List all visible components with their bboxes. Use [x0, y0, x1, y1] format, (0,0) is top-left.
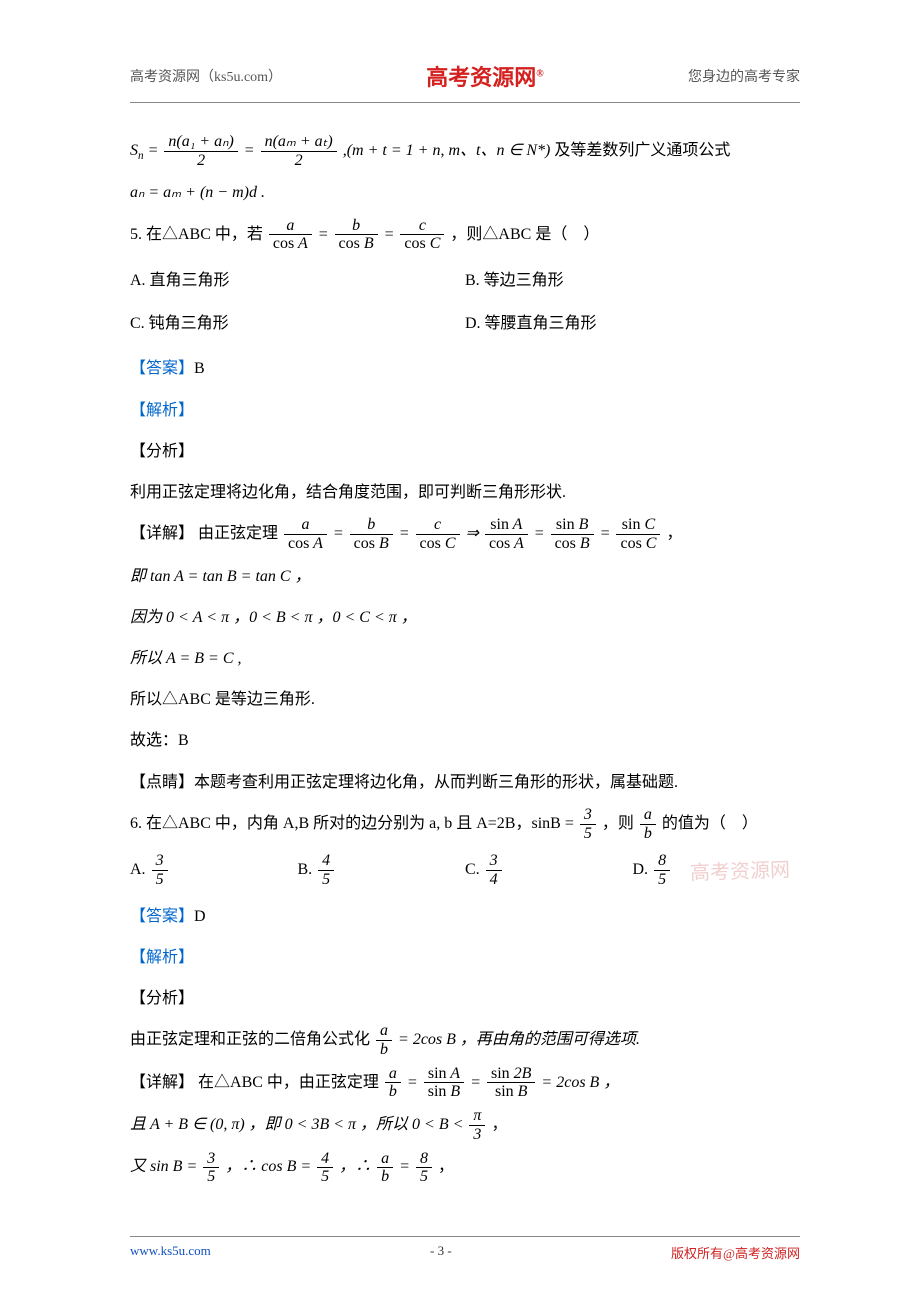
q5-answer: 【答案】B — [130, 351, 800, 386]
q5-opt-a: A. 直角三角形 — [130, 263, 465, 298]
prev-tail-1-post: 及等差数列广义通项公式 — [554, 142, 730, 159]
prev-formula-line: Sn = n(a₁ + aₙ)2 = n(aₘ + aₜ)2 ,(m + t =… — [130, 133, 800, 169]
sn-den1: 2 — [164, 152, 237, 170]
q6-opt-a: A. 35 — [130, 852, 298, 888]
footer-url: www.ks5u.com — [130, 1243, 211, 1262]
q5-step5: 所以△ABC 是等边三角形. — [130, 682, 800, 717]
q5-detail-pre: 由正弦定理 — [198, 525, 282, 542]
q5-stem: 5. 在△ABC 中，若 acos A = bcos B = ccos C ，则… — [130, 217, 800, 253]
q6-stem-post: 的值为（ ） — [662, 815, 758, 832]
sn-den2: 2 — [261, 152, 337, 170]
q6-stem-mid: ，则 — [602, 815, 638, 832]
q6-answer: 【答案】D — [130, 899, 800, 934]
q6-step2: 且 A + B ∈ (0, π) ，即 0 < 3B < π ，所以 0 < B… — [130, 1107, 800, 1143]
q6-analysis-label: 【解析】 — [130, 940, 800, 975]
sn-num2: n(aₘ + aₜ) — [261, 133, 337, 152]
footer-page-number: - 3 - — [430, 1243, 452, 1262]
q6-step3: 又 sin B = 35 ，∴ cos B = 45 ，∴ ab = 85 ， — [130, 1149, 800, 1185]
q5-detail: 【详解】 由正弦定理 acos A = bcos B = ccos C ⇒ si… — [130, 516, 800, 552]
q6-opt-c: C. 34 — [465, 852, 633, 888]
q6-fenxi-text: 由正弦定理和正弦的二倍角公式化 ab = 2cos B ，再由角的范围可得选项. — [130, 1022, 800, 1058]
q5-dianjing-label: 【点睛】 — [130, 774, 194, 791]
q5-opt-d: D. 等腰直角三角形 — [465, 306, 800, 341]
sn-num1: n(a₁ + aₙ) — [164, 133, 237, 152]
q6-detail: 【详解】 在△ABC 中，由正弦定理 ab = sin Asin B = sin… — [130, 1065, 800, 1101]
footer-copyright: 版权所有@高考资源网 — [671, 1243, 800, 1262]
footer-rule — [130, 1236, 800, 1237]
answer-label: 【答案】 — [130, 908, 194, 925]
q5-stem-pre: 5. 在△ABC 中，若 — [130, 226, 267, 243]
header-right: 您身边的高考专家 — [688, 66, 800, 86]
q5-detail-post: ， — [666, 525, 682, 542]
q5-step2: 即 tan A = tan B = tan C ， — [130, 559, 800, 594]
page-container: 高考资源网（ks5u.com） 高考资源网® 您身边的高考专家 Sn = n(a… — [0, 0, 920, 1302]
q5-opt-b: B. 等边三角形 — [465, 263, 800, 298]
q5-dianjing: 【点睛】本题考查利用正弦定理将边化角，从而判断三角形的形状，属基础题. — [130, 765, 800, 800]
answer-label: 【答案】 — [130, 360, 194, 377]
header-center-logo: 高考资源网® — [426, 60, 544, 92]
q5-options: A. 直角三角形 B. 等边三角形 C. 钝角三角形 D. 等腰直角三角形 — [130, 259, 800, 345]
q5-opt-c: C. 钝角三角形 — [130, 306, 465, 341]
sn-cond: ,(m + t = 1 + n, m、t、n ∈ N*) — [343, 142, 551, 159]
page-footer: www.ks5u.com - 3 - 版权所有@高考资源网 — [130, 1236, 800, 1262]
q5-step3: 因为 0 < A < π ，0 < B < π ，0 < C < π ， — [130, 600, 800, 635]
q6-stem-pre: 6. 在△ABC 中，内角 A,B 所对的边分别为 a, b 且 A=2B，si… — [130, 815, 578, 832]
prev-formula-line2: aₙ = aₘ + (n − m)d . — [130, 175, 800, 210]
q6-stem: 6. 在△ABC 中，内角 A,B 所对的边分别为 a, b 且 A=2B，si… — [130, 806, 800, 842]
q5-analysis-label: 【解析】 — [130, 393, 800, 428]
q5-detail-label: 【详解】 — [130, 525, 194, 542]
q5-stem-post: ，则△ABC 是（ ） — [450, 226, 599, 243]
q5-fenxi-text: 利用正弦定理将边化角，结合角度范围，即可判断三角形形状. — [130, 475, 800, 510]
watermark: 高考资源网 — [689, 848, 790, 895]
page-header: 高考资源网（ks5u.com） 高考资源网® 您身边的高考专家 — [130, 60, 800, 92]
q6-answer-val: D — [194, 908, 206, 925]
q6-fenxi-label: 【分析】 — [130, 981, 800, 1016]
q5-step6: 故选：B — [130, 723, 800, 758]
header-left: 高考资源网（ks5u.com） — [130, 66, 282, 86]
q6-opt-b: B. 45 — [298, 852, 466, 888]
header-rule — [130, 102, 800, 103]
q5-step4: 所以 A = B = C , — [130, 641, 800, 676]
q5-dianjing-text: 本题考查利用正弦定理将边化角，从而判断三角形的形状，属基础题. — [194, 774, 678, 791]
q5-answer-val: B — [194, 360, 205, 377]
q5-fenxi-label: 【分析】 — [130, 434, 800, 469]
document-body: Sn = n(a₁ + aₙ)2 = n(aₘ + aₜ)2 ,(m + t =… — [130, 133, 800, 1186]
